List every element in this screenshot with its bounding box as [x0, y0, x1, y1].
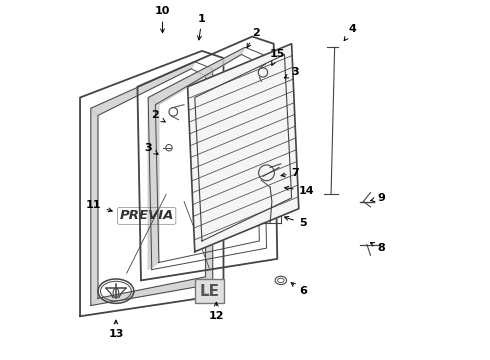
Polygon shape — [148, 47, 245, 105]
Text: 9: 9 — [370, 193, 386, 203]
Polygon shape — [91, 62, 195, 116]
Polygon shape — [188, 44, 299, 252]
Text: 6: 6 — [291, 283, 307, 296]
Text: 15: 15 — [270, 49, 285, 66]
Text: PREVIA: PREVIA — [120, 210, 174, 222]
Text: PREVIA: PREVIA — [120, 210, 174, 222]
Text: 13: 13 — [108, 320, 123, 339]
Text: 12: 12 — [209, 302, 224, 321]
Text: 4: 4 — [344, 24, 357, 41]
Text: 7: 7 — [281, 168, 299, 178]
Text: 3: 3 — [284, 67, 299, 78]
Text: 3: 3 — [144, 143, 158, 154]
Polygon shape — [205, 69, 213, 284]
Text: 11: 11 — [86, 200, 112, 212]
Text: 2: 2 — [151, 111, 165, 122]
Text: 14: 14 — [285, 186, 315, 196]
Text: 10: 10 — [155, 6, 170, 33]
Polygon shape — [91, 108, 98, 306]
Text: 8: 8 — [370, 243, 386, 253]
Text: LE: LE — [199, 284, 219, 299]
Text: 2: 2 — [247, 28, 260, 48]
Polygon shape — [91, 277, 213, 306]
Text: 1: 1 — [197, 14, 206, 40]
Polygon shape — [148, 98, 159, 270]
Text: 5: 5 — [285, 216, 306, 228]
